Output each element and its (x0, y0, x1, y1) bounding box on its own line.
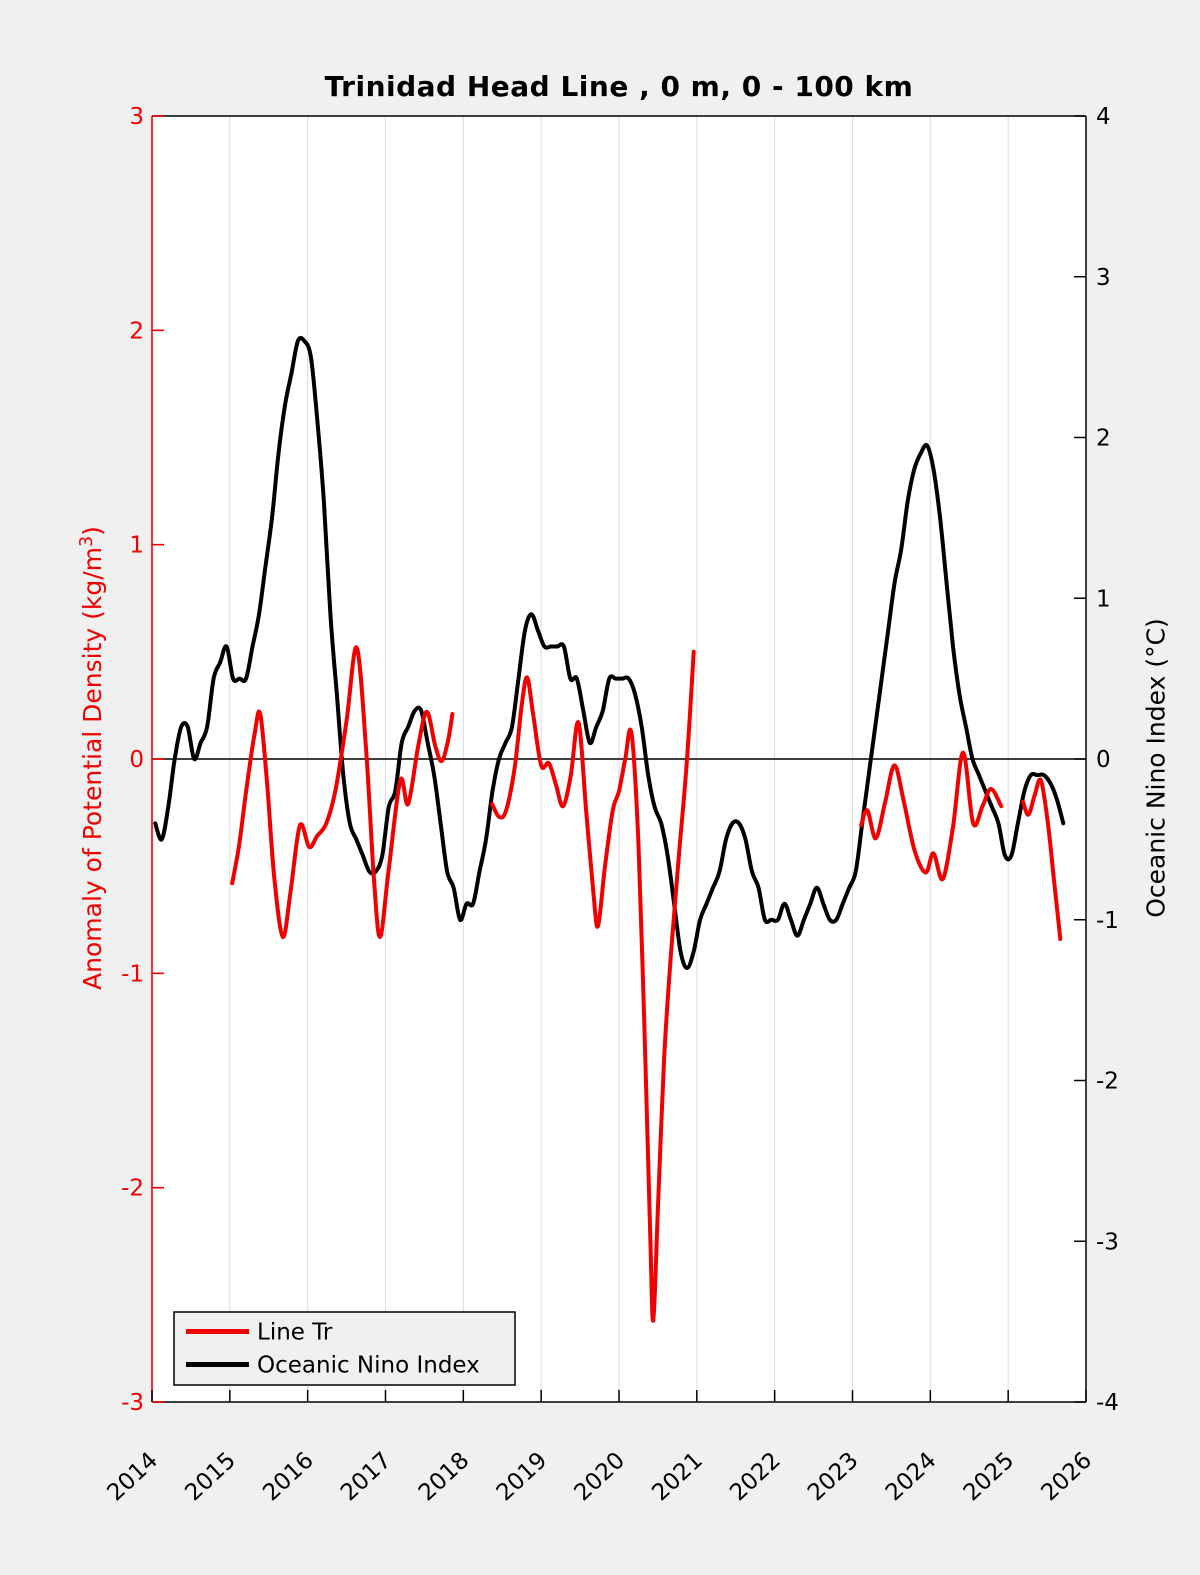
x-tick-label: 2014 (103, 1447, 164, 1506)
x-tick-label: 2024 (881, 1447, 942, 1506)
x-tick-label: 2023 (803, 1447, 864, 1506)
series-line-tr-segment (1021, 777, 1063, 941)
x-tick-label: 2026 (1037, 1447, 1098, 1506)
y-right-tick-label: 1 (1096, 586, 1111, 612)
x-tick-label: 2021 (647, 1447, 708, 1506)
legend: Line Tr Oceanic Nino Index (173, 1311, 516, 1386)
y-right-tick-label: 2 (1096, 426, 1111, 452)
y-left-tick-label: 3 (129, 104, 144, 130)
legend-label: Oceanic Nino Index (257, 1353, 480, 1379)
chart-title: Trinidad Head Line , 0 m, 0 - 100 km (324, 70, 914, 103)
x-tick-label: 2018 (414, 1447, 475, 1506)
x-tick-label: 2017 (336, 1447, 397, 1506)
y-right-tick-labels: 4 3 2 1 0 -1 -2 -3 -4 (1096, 104, 1119, 1416)
y-left-tick-label: -1 (121, 961, 144, 987)
y-left-tick-label: 0 (129, 747, 144, 773)
y-right-tick-label: -1 (1096, 908, 1119, 934)
y-left-tick-label: -3 (121, 1390, 144, 1416)
series-line-tr-segment (230, 645, 455, 939)
y-right-tick-label: 4 (1096, 104, 1111, 130)
legend-box (173, 1311, 516, 1386)
y-left-tick-label: -2 (121, 1176, 144, 1202)
y-right-tick-label: -2 (1096, 1069, 1119, 1095)
y-right-tick-label: 3 (1096, 265, 1111, 291)
series-line-tr-segment (490, 649, 696, 1323)
x-tick-label: 2015 (180, 1447, 241, 1506)
y-left-tick-label: 2 (129, 318, 144, 344)
series-line-tr-segment (859, 750, 1004, 882)
legend-label: Line Tr (257, 1320, 333, 1346)
x-tick-label: 2025 (959, 1447, 1020, 1506)
y-right-tick-label: -4 (1096, 1390, 1119, 1416)
y-right-tick-label: 0 (1096, 747, 1111, 773)
x-tick-label: 2016 (258, 1447, 319, 1506)
y-right-tick-label: -3 (1096, 1229, 1119, 1255)
tick-marks (151, 115, 1087, 1403)
x-tick-label: 2022 (725, 1447, 786, 1506)
y-left-tick-label: 1 (129, 533, 144, 559)
y-left-tick-labels: 3 2 1 0 -1 -2 -3 (121, 104, 144, 1416)
x-tick-label: 2019 (492, 1447, 553, 1506)
x-tick-label: 2020 (570, 1447, 631, 1506)
x-tick-labels: 2014 2015 2016 2017 2018 2019 2020 2021 2022 2023… (103, 1447, 1098, 1506)
series-oceanic-nino-index (153, 335, 1066, 971)
